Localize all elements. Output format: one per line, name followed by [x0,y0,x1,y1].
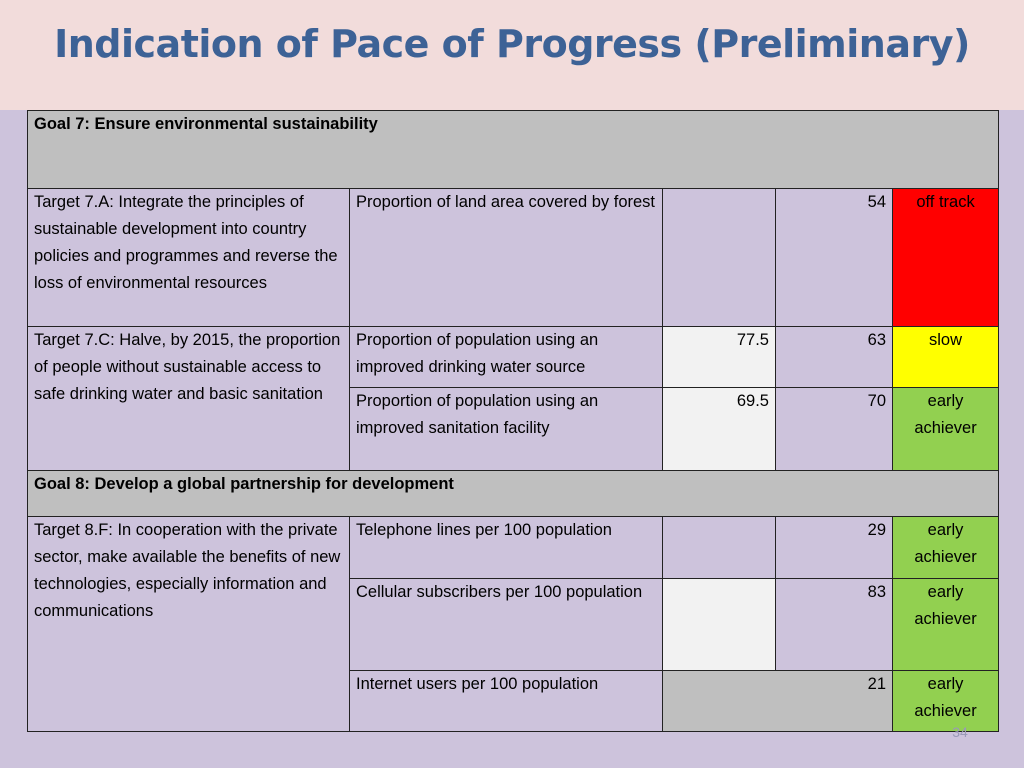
goal-7-label: Goal 7: Ensure environmental sustainabil… [26,110,1000,189]
status-badge: early achiever [891,387,1000,471]
indicator-internet: Internet users per 100 population [349,670,663,732]
forest-value-b: 54 [775,188,893,327]
status-badge: off track [891,188,1000,327]
cellular-value-b: 83 [775,578,893,671]
table-row: Proportion of population using an improv… [28,387,1000,471]
table-row: Internet users per 100 population 21 ear… [28,670,1000,732]
indicator-forest-area: Proportion of land area covered by fores… [349,188,663,327]
forest-value-a [662,188,776,327]
status-badge: early achiever [891,516,1000,579]
goal-8-label: Goal 8: Develop a global partnership for… [26,470,1000,517]
title-band [0,0,1024,110]
status-badge: early achiever [891,578,1000,671]
goal-row: Goal 7: Ensure environmental sustainabil… [26,110,1000,189]
progress-table: Goal 7: Ensure environmental sustainabil… [26,110,1000,732]
table-row: Target 8.F: In cooperation with the priv… [27,516,1000,732]
table-row: Target 7.C: Halve, by 2015, the proporti… [27,326,1000,471]
target-7c-label: Target 7.C: Halve, by 2015, the proporti… [27,326,350,471]
indicator-sanitation: Proportion of population using an improv… [349,387,663,471]
sanitation-value-a: 69.5 [662,387,776,471]
target-7a-label: Target 7.A: Integrate the principles of … [27,188,350,327]
telephone-value-a [662,516,776,579]
internet-value-b: 21 [662,670,893,732]
indicator-drinking-water: Proportion of population using an improv… [349,326,663,388]
sanitation-value-b: 70 [775,387,893,471]
cellular-value-a [662,578,776,671]
water-value-b: 63 [775,326,893,388]
status-badge: slow [891,326,1000,388]
indicator-telephone-lines: Telephone lines per 100 population [349,516,663,579]
indicator-cellular: Cellular subscribers per 100 population [349,578,663,671]
table-row: Cellular subscribers per 100 population … [28,578,1000,671]
status-badge: early achiever [891,670,1000,732]
water-value-a: 77.5 [662,326,776,388]
page-number: 34 [952,724,968,740]
slide-title: Indication of Pace of Progress (Prelimin… [54,22,970,66]
telephone-value-b: 29 [775,516,893,579]
target-8f-label: Target 8.F: In cooperation with the priv… [27,516,350,732]
goal-row: Goal 8: Develop a global partnership for… [26,470,1000,517]
table-row: Target 7.A: Integrate the principles of … [27,188,1000,327]
